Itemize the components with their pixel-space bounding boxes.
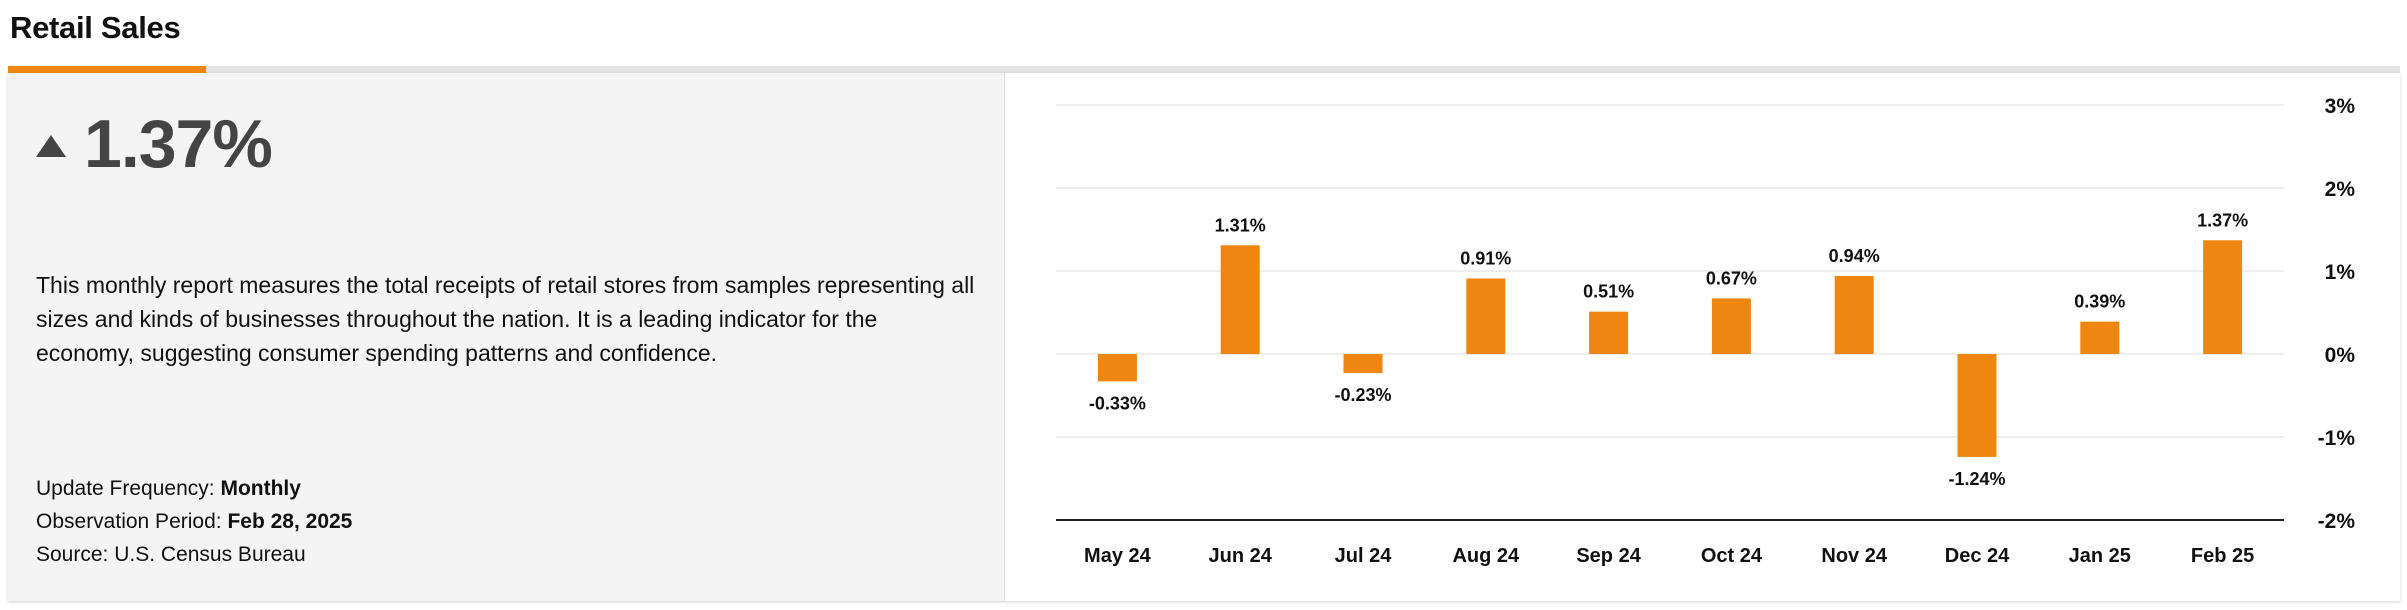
update-frequency-value: Monthly — [220, 477, 301, 500]
bar[interactable] — [1220, 245, 1260, 354]
bar[interactable] — [2203, 240, 2243, 354]
bar[interactable] — [1834, 275, 1874, 354]
data-label: 0.39% — [2074, 292, 2125, 312]
data-label: 1.37% — [2197, 210, 2248, 230]
data-label: -0.33% — [1089, 393, 1146, 413]
source-value: U.S. Census Bureau — [114, 543, 306, 566]
data-label: 0.51% — [1583, 282, 1634, 302]
bar[interactable] — [1097, 354, 1137, 382]
y-tick-label: 1% — [2325, 261, 2356, 284]
header: Retail Sales — [8, 0, 2400, 74]
x-tick-label: Oct 24 — [1701, 545, 1763, 567]
headline: 1.37% — [36, 105, 273, 183]
x-tick-label: Nov 24 — [1821, 545, 1887, 567]
data-label: 0.91% — [1460, 248, 1511, 268]
triangle-up-icon — [36, 135, 66, 157]
y-tick-label: 3% — [2325, 95, 2356, 118]
source: Source: U.S. Census Bureau — [36, 538, 352, 571]
x-tick-label: Jul 24 — [1335, 545, 1393, 567]
description: This monthly report measures the total r… — [36, 272, 975, 366]
info-panel: 1.37% This monthly report measures the t… — [8, 73, 1005, 601]
x-tick-label: Jan 25 — [2069, 545, 2131, 567]
y-tick-label: 0% — [2325, 344, 2356, 367]
headline-value: 1.37% — [84, 106, 273, 182]
observation-period-value: Feb 28, 2025 — [227, 510, 353, 533]
observation-period-label: Observation Period: — [36, 510, 222, 533]
y-tick-label: -2% — [2318, 510, 2356, 533]
update-frequency-label: Update Frequency: — [36, 477, 215, 500]
bar[interactable] — [1589, 311, 1629, 354]
y-tick-label: 2% — [2325, 178, 2356, 201]
x-tick-label: Dec 24 — [1945, 545, 2010, 567]
data-label: -1.24% — [1948, 469, 2005, 489]
meta-info: Update Frequency: Monthly Observation Pe… — [36, 472, 352, 571]
y-tick-label: -1% — [2318, 427, 2356, 450]
data-label: -0.23% — [1334, 385, 1391, 405]
x-tick-label: May 24 — [1084, 545, 1152, 567]
bar[interactable] — [1957, 354, 1997, 457]
x-tick-label: Feb 25 — [2191, 545, 2254, 567]
bar[interactable] — [1343, 354, 1383, 374]
bar-chart: 3% 2% 1% 0% -1% -2% -0.33% May 24 1.31% Jun 24 -0.… — [1056, 95, 2356, 567]
data-label: 0.67% — [1706, 268, 1757, 288]
update-frequency: Update Frequency: Monthly — [36, 472, 352, 505]
bar[interactable] — [1711, 298, 1751, 354]
x-tick-label: Sep 24 — [1576, 545, 1641, 567]
data-label: 0.94% — [1829, 246, 1880, 266]
x-tick-label: Jun 24 — [1209, 545, 1273, 567]
indicator-card: 1.37% This monthly report measures the t… — [8, 73, 2400, 601]
tab-track — [8, 66, 2400, 73]
page-title: Retail Sales — [10, 10, 181, 45]
x-tick-label: Aug 24 — [1452, 545, 1520, 567]
data-label: 1.31% — [1215, 215, 1266, 235]
source-label: Source: — [36, 543, 109, 566]
chart-area: 3% 2% 1% 0% -1% -2% -0.33% May 24 1.31% Jun 24 -0.… — [1005, 73, 2400, 601]
active-tab-indicator — [8, 66, 206, 73]
bar[interactable] — [2080, 321, 2120, 354]
bar[interactable] — [1466, 278, 1506, 354]
observation-period: Observation Period: Feb 28, 2025 — [36, 505, 352, 538]
